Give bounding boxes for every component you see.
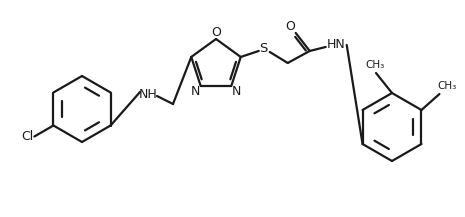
Text: N: N: [191, 85, 200, 97]
Text: HN: HN: [326, 38, 345, 51]
Text: N: N: [232, 85, 241, 97]
Text: CH₃: CH₃: [438, 81, 457, 91]
Text: O: O: [285, 20, 295, 33]
Text: CH₃: CH₃: [365, 60, 385, 70]
Text: NH: NH: [139, 87, 157, 100]
Text: Cl: Cl: [21, 130, 33, 143]
Text: S: S: [259, 43, 268, 56]
Text: O: O: [211, 26, 221, 38]
